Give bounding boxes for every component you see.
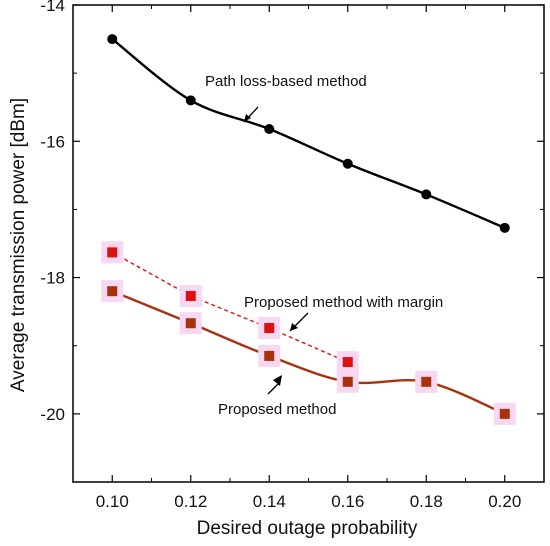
data-point [185, 290, 196, 301]
y-tick-label: -16 [40, 132, 65, 151]
data-point [185, 318, 196, 329]
series-0 [107, 34, 510, 233]
series-1 [101, 241, 359, 374]
data-point [185, 95, 196, 106]
axis-ticks [72, 4, 545, 483]
annotation-proposed-margin-text: Proposed method with margin [244, 294, 443, 311]
y-tick-label: -14 [40, 0, 65, 15]
annotation-path-loss-arrowhead [244, 114, 251, 122]
data-point [421, 376, 432, 387]
annotation-path-loss: Path loss-based method [205, 73, 367, 123]
annotation-proposed-margin-arrowhead [290, 323, 298, 331]
y-axis-title: Average transmission power [dBm] [8, 98, 29, 392]
tick-labels: 0.10 0.12 0.14 0.16 0.18 0.20 -14 -16 -18 -20 [40, 0, 521, 511]
data-point [107, 247, 118, 258]
series-line [111, 38, 506, 229]
data-point [499, 222, 510, 233]
x-tick-label: 0.12 [174, 492, 207, 511]
annotation-proposed-arrowhead [273, 375, 282, 386]
annotation-proposed-text: Proposed method [218, 401, 336, 418]
x-tick-label: 0.18 [410, 492, 443, 511]
data-point [342, 357, 353, 368]
series-2 [101, 280, 516, 425]
data-point [342, 158, 353, 169]
data-point [264, 322, 275, 333]
data-point [264, 124, 275, 135]
annotation-path-loss-text: Path loss-based method [205, 73, 367, 90]
x-axis-title: Desired outage probability [197, 518, 418, 539]
data-point [421, 189, 432, 200]
x-tick-label: 0.10 [96, 492, 129, 511]
data-point [107, 286, 118, 297]
data-point [342, 376, 353, 387]
annotation-proposed-margin: Proposed method with margin [244, 294, 443, 332]
data-point [107, 34, 118, 45]
series-layer [101, 34, 516, 425]
x-tick-label: 0.14 [253, 492, 286, 511]
x-tick-label: 0.20 [488, 492, 521, 511]
annotation-proposed: Proposed method [218, 375, 336, 418]
y-tick-label: -20 [40, 405, 65, 424]
series-line [111, 251, 349, 363]
y-tick-label: -18 [40, 269, 65, 288]
x-tick-label: 0.16 [331, 492, 364, 511]
data-point [264, 350, 275, 361]
data-point [499, 408, 510, 419]
